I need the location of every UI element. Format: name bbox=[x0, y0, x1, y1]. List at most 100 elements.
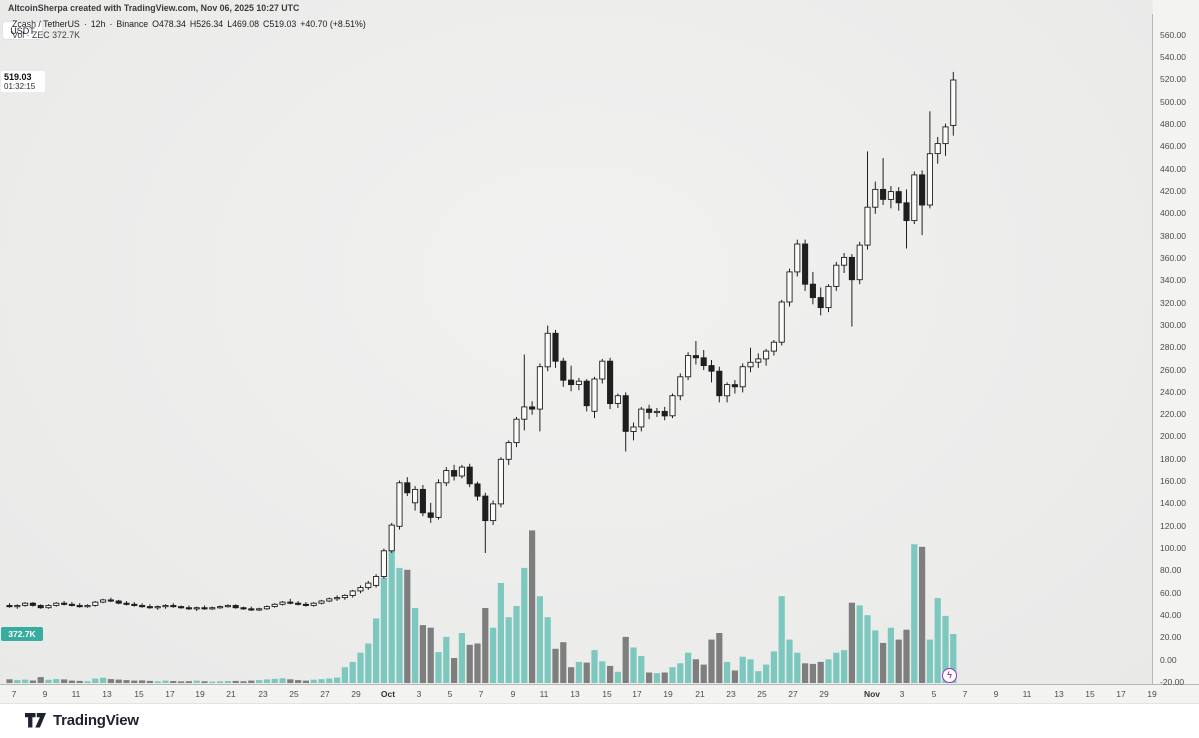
candle-body bbox=[185, 607, 192, 610]
volume-bar bbox=[653, 673, 660, 683]
last-price-label: 519.03 01:32:15 bbox=[1, 71, 45, 92]
candlestick-volume-chart[interactable] bbox=[0, 0, 1152, 684]
price-tick: 340.00 bbox=[1160, 275, 1186, 286]
candle-body bbox=[825, 285, 832, 309]
volume-bar bbox=[692, 659, 699, 683]
volume-bar bbox=[92, 678, 99, 683]
price-tick: 240.00 bbox=[1160, 386, 1186, 397]
volume-bar bbox=[521, 567, 528, 683]
volume-bar bbox=[76, 680, 83, 683]
currency-toggle-button[interactable]: USDT bbox=[2, 21, 43, 40]
price-axis-separator bbox=[1152, 14, 1153, 703]
volume-bar bbox=[638, 656, 645, 683]
candle-body bbox=[6, 605, 13, 608]
candle-body bbox=[170, 605, 177, 608]
volume-value: 372.7K bbox=[52, 29, 80, 40]
candle-body bbox=[669, 395, 676, 417]
price-tick: 300.00 bbox=[1160, 319, 1186, 330]
candle-body bbox=[263, 606, 270, 610]
tradingview-logo[interactable]: TradingView bbox=[25, 712, 139, 729]
volume-bar bbox=[427, 627, 434, 683]
candle-body bbox=[224, 605, 231, 608]
candle-body bbox=[107, 599, 114, 602]
volume-bar bbox=[271, 678, 278, 683]
candle-body bbox=[427, 512, 434, 518]
volume-bar bbox=[786, 639, 793, 683]
volume-bar bbox=[170, 681, 177, 683]
volume-bar bbox=[583, 662, 590, 683]
volume-bar bbox=[646, 672, 653, 683]
candle-body bbox=[29, 602, 36, 606]
time-tick: 29 bbox=[819, 689, 829, 699]
time-tick: 23 bbox=[258, 689, 268, 699]
candle-body bbox=[802, 243, 809, 285]
open-value: O478.34 bbox=[152, 19, 186, 29]
volume-bar bbox=[380, 577, 387, 683]
candle-body bbox=[209, 607, 216, 610]
price-tick: 480.00 bbox=[1160, 119, 1186, 130]
candle-body bbox=[240, 607, 247, 610]
candle-body bbox=[677, 376, 684, 397]
candle-body bbox=[380, 550, 387, 577]
volume-bar bbox=[318, 679, 325, 683]
candle-body bbox=[61, 602, 68, 605]
price-tick: 420.00 bbox=[1160, 186, 1186, 196]
price-tick: 500.00 bbox=[1160, 96, 1186, 107]
candle-body bbox=[895, 191, 902, 204]
volume-bar bbox=[84, 681, 91, 683]
time-tick: 23 bbox=[726, 689, 736, 699]
exchange-label: Binance bbox=[116, 19, 149, 29]
volume-bar bbox=[591, 650, 598, 683]
time-tick: 9 bbox=[42, 689, 48, 699]
price-tick: -20.00 bbox=[1160, 676, 1185, 687]
candle-body bbox=[521, 406, 528, 420]
candle-body bbox=[622, 395, 629, 432]
candle-body bbox=[817, 297, 824, 309]
price-tick: 380.00 bbox=[1160, 230, 1186, 241]
candle-body bbox=[708, 365, 715, 372]
candle-body bbox=[310, 602, 317, 606]
time-tick: 13 bbox=[102, 689, 112, 699]
volume-bar bbox=[841, 650, 848, 683]
candle-body bbox=[458, 466, 465, 477]
candle-body bbox=[661, 410, 668, 417]
time-tick: 15 bbox=[134, 689, 144, 699]
candle-body bbox=[217, 606, 224, 609]
candle-body bbox=[911, 174, 918, 222]
volume-bar bbox=[53, 679, 60, 683]
volume-bar bbox=[474, 643, 481, 683]
candle-body bbox=[638, 408, 645, 428]
candle-body bbox=[872, 188, 879, 208]
price-tick: 120.00 bbox=[1160, 520, 1186, 531]
volume-bar bbox=[61, 679, 68, 683]
volume-row[interactable]: Vol · ZEC 372.7K bbox=[12, 30, 80, 40]
time-tick: 19 bbox=[1147, 689, 1157, 699]
symbol-row[interactable]: Zcash / TetherUS · 12h · Binance O478.34 H526.… bbox=[12, 19, 370, 29]
volume-bar bbox=[739, 656, 746, 683]
time-tick: 17 bbox=[165, 689, 175, 699]
price-tick: 400.00 bbox=[1160, 208, 1186, 219]
volume-bar bbox=[435, 652, 442, 683]
candle-body bbox=[68, 603, 75, 606]
price-axis[interactable]: 560.00 540.00 520.00 500.00 480.00 460.00 440.… bbox=[1153, 0, 1199, 687]
candle-body bbox=[591, 378, 598, 412]
price-tick: 220.00 bbox=[1160, 409, 1186, 420]
volume-bar bbox=[349, 661, 356, 683]
candle-body bbox=[45, 605, 52, 609]
price-tick: 100.00 bbox=[1160, 543, 1186, 553]
lightning-badge-icon[interactable]: ϟ bbox=[942, 668, 957, 683]
time-axis[interactable]: 7 9 11 13 15 17 19 21 23 25 27 29 Oct 3 5 7 9 11 13 15 17 19 2… bbox=[0, 685, 1199, 703]
time-tick: 27 bbox=[320, 689, 330, 699]
volume-bar bbox=[302, 680, 309, 683]
time-tick: 7 bbox=[11, 689, 17, 699]
chart-pane[interactable] bbox=[0, 0, 1152, 684]
volume-bar bbox=[942, 615, 949, 683]
volume-bar bbox=[154, 681, 161, 683]
volume-bar bbox=[107, 679, 114, 683]
candle-body bbox=[115, 600, 122, 604]
volume-bar bbox=[833, 652, 840, 683]
candle-body bbox=[123, 602, 130, 605]
volume-bar bbox=[817, 661, 824, 683]
candle-body bbox=[474, 483, 481, 497]
volume-bar bbox=[802, 663, 809, 683]
